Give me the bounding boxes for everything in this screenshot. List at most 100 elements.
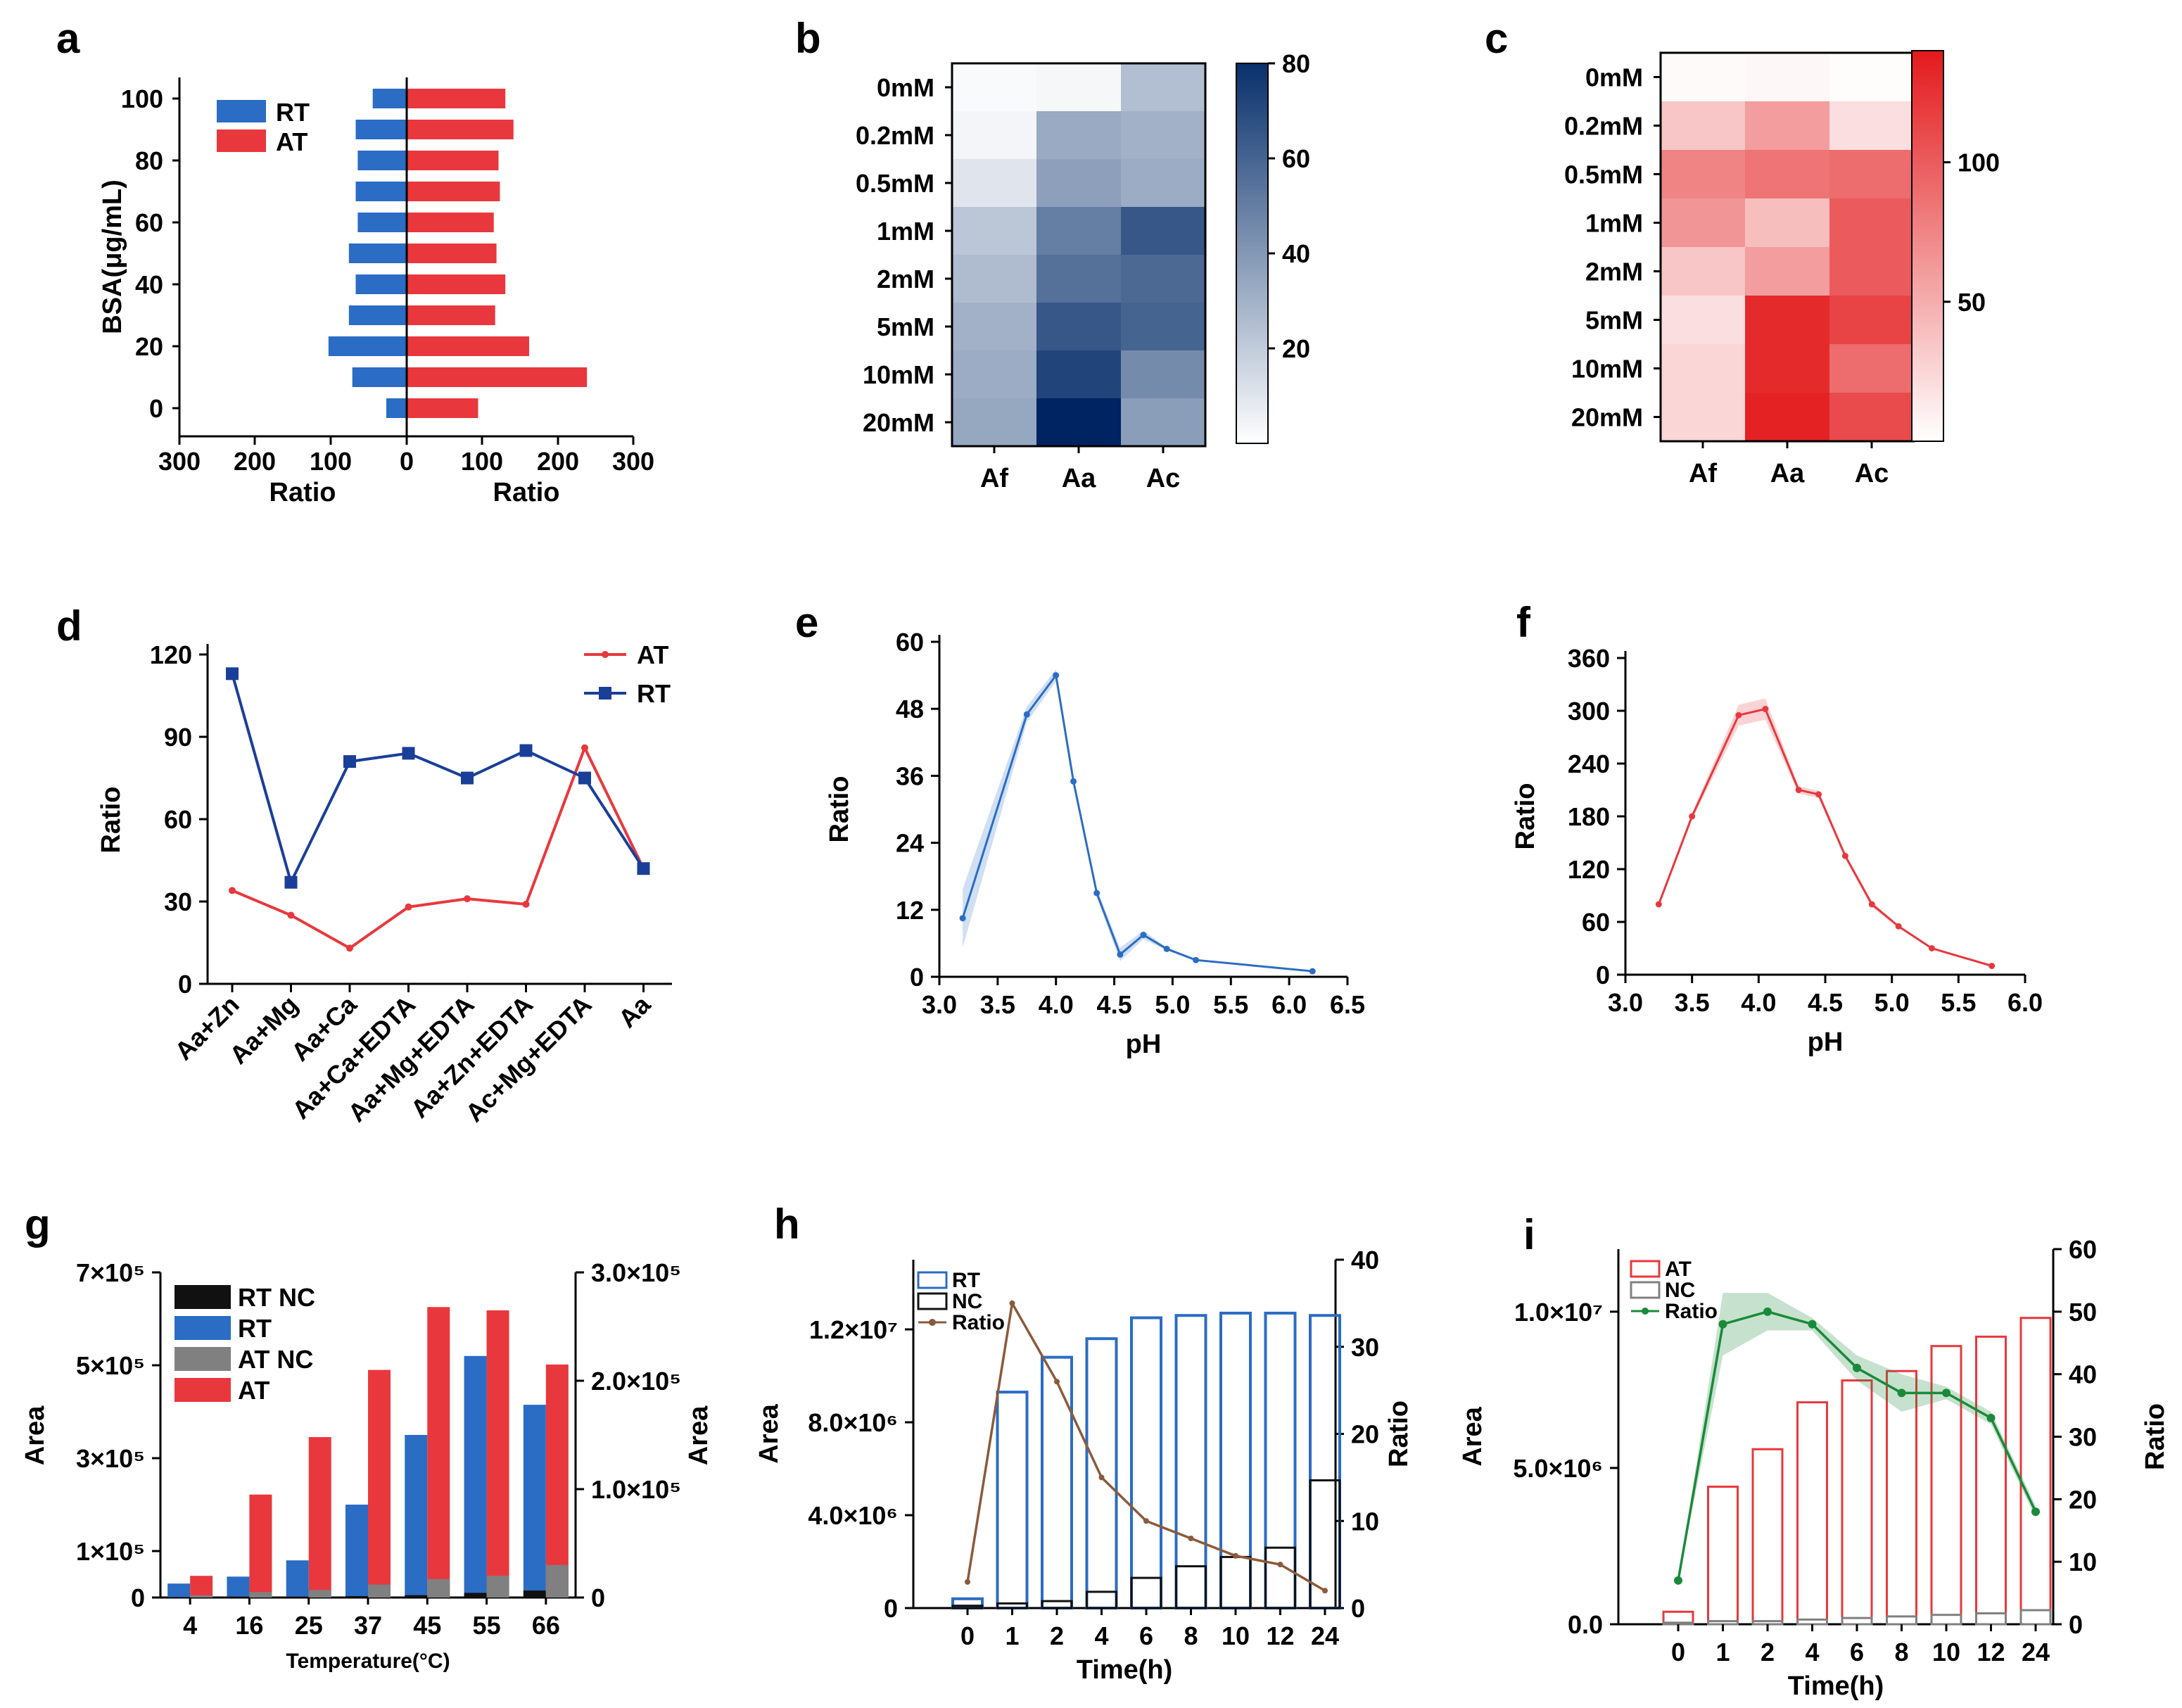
y-tick-label: 100 bbox=[121, 84, 163, 113]
y-axis-label: BSA(μg/mL) bbox=[98, 179, 127, 334]
legend-marker-ratio bbox=[1642, 1308, 1649, 1315]
panel-f: 0 60 120 180 240 300 360 3.0 3.5 4.0 4.5 5.0 5.5 6.0 p… bbox=[1511, 644, 2043, 1057]
bar-rt-nc bbox=[523, 1590, 546, 1598]
row-label: 0.2mM bbox=[856, 121, 934, 150]
bar-rt-nc bbox=[464, 1593, 487, 1598]
panel-letter-d: d bbox=[56, 602, 82, 650]
heat-cell-20mM-Ac bbox=[1121, 398, 1206, 447]
panel-letter-b: b bbox=[795, 15, 821, 62]
y-tick-label-left: 3×10⁵ bbox=[76, 1444, 145, 1473]
heat-cell-0mM-Aa bbox=[1745, 53, 1830, 102]
heat-cell-0.2mM-Aa bbox=[1036, 111, 1122, 160]
heat-cell-1mM-Aa bbox=[1036, 207, 1122, 255]
bar-rt-nc bbox=[405, 1595, 428, 1598]
bar-rt-nc bbox=[345, 1596, 368, 1598]
heat-cell-2mM-Ac bbox=[1121, 255, 1206, 303]
heat-cell-1mM-Ac bbox=[1829, 198, 1915, 248]
x-tick-label: 5.5 bbox=[1941, 988, 1976, 1017]
y-tick-label-right: 60 bbox=[2069, 1235, 2097, 1264]
error-band bbox=[963, 669, 1313, 972]
bar-at-nc bbox=[249, 1592, 272, 1598]
bar-rt bbox=[286, 1560, 309, 1598]
point-at bbox=[581, 744, 588, 752]
legend-swatch-nc bbox=[917, 1292, 948, 1310]
x-tick-label: 5.5 bbox=[1213, 990, 1248, 1019]
colorbar-tick-label: 40 bbox=[1282, 239, 1310, 268]
x-axis-label: Time(h) bbox=[1788, 1671, 1884, 1701]
row-label: 5mM bbox=[877, 312, 934, 341]
bar-rt-nc bbox=[227, 1596, 250, 1598]
y-tick-label-right: 20 bbox=[2069, 1485, 2097, 1514]
bar-rt-50 bbox=[348, 243, 407, 263]
bar-at bbox=[308, 1437, 331, 1598]
y-tick-label: 90 bbox=[164, 723, 192, 752]
heat-cell-5mM-Aa bbox=[1036, 303, 1122, 351]
bar-at-70 bbox=[407, 182, 500, 201]
row-label: 2mM bbox=[1585, 258, 1643, 286]
bar-nc bbox=[1041, 1600, 1073, 1609]
heat-cell-0.2mM-Af bbox=[1661, 101, 1746, 151]
y-axis-label-left: Area bbox=[754, 1403, 784, 1463]
bar-at bbox=[427, 1307, 450, 1598]
y-tick-label: 20 bbox=[135, 332, 163, 361]
panel-d: 0306090120Aa+ZnAa+MgAa+CaAa+Ca+EDTAAa+Mg… bbox=[96, 640, 672, 1127]
line-ratio bbox=[1657, 707, 1993, 967]
bar-at-30 bbox=[407, 305, 495, 325]
point-ratio bbox=[1322, 1588, 1328, 1594]
heat-cell-2mM-Aa bbox=[1036, 255, 1122, 303]
bar-nc bbox=[1086, 1590, 1117, 1609]
point-ratio bbox=[1009, 1300, 1015, 1306]
y-tick-label-right: 0 bbox=[1351, 1594, 1365, 1623]
bar-rt bbox=[405, 1435, 428, 1598]
legend-label-rt: RT bbox=[276, 98, 310, 127]
bar-nc bbox=[996, 1602, 1028, 1609]
heat-cell-0mM-Af bbox=[952, 63, 1037, 112]
point-at bbox=[229, 887, 236, 894]
bar-rt bbox=[167, 1583, 191, 1598]
legend-swatch bbox=[175, 1285, 231, 1309]
heat-cell-5mM-Aa bbox=[1745, 296, 1830, 345]
heat-cell-1mM-Af bbox=[952, 207, 1037, 255]
legend-swatch-at bbox=[217, 129, 266, 152]
x-tick-label: 6.0 bbox=[2007, 988, 2043, 1017]
legend-label: AT bbox=[1665, 1258, 1692, 1281]
line-ratio bbox=[1677, 1310, 2037, 1581]
y-tick-label-left: 1.0×10⁷ bbox=[1514, 1298, 1603, 1327]
bar-at-0 bbox=[407, 398, 478, 418]
bar-rt-30 bbox=[348, 305, 407, 325]
y-tick-label-right: 40 bbox=[2069, 1360, 2097, 1389]
bar-rt-70 bbox=[355, 182, 407, 201]
heat-cell-10mM-Af bbox=[1661, 344, 1746, 393]
bar-nc bbox=[1264, 1546, 1296, 1609]
x-tick-label: 3.0 bbox=[1608, 988, 1643, 1017]
heat-cell-20mM-Ac bbox=[1829, 393, 1915, 442]
y-tick-label: 80 bbox=[135, 146, 163, 175]
x-tick-label: 4 bbox=[1094, 1621, 1108, 1650]
row-label: 0mM bbox=[1585, 63, 1643, 92]
bar-nc bbox=[1662, 1621, 1694, 1626]
row-label: 0.5mM bbox=[1564, 160, 1643, 189]
bar-at-50 bbox=[407, 243, 497, 263]
y-tick-label: 60 bbox=[135, 208, 163, 237]
point bbox=[1053, 672, 1060, 679]
bar-at-90 bbox=[407, 120, 514, 139]
y-tick-label-left: 5×10⁵ bbox=[76, 1351, 145, 1380]
bar-at bbox=[1796, 1401, 1828, 1626]
y-axis-label: Ratio bbox=[96, 787, 126, 854]
row-label: 10mM bbox=[1571, 355, 1643, 384]
x-tick-label: 55 bbox=[473, 1611, 501, 1640]
bar-at-nc bbox=[190, 1595, 213, 1598]
x-tick-label: 0 bbox=[400, 447, 414, 476]
x-tick-label: 1 bbox=[1005, 1621, 1019, 1650]
heat-cell-0.5mM-Af bbox=[1661, 150, 1746, 199]
row-label: 0mM bbox=[877, 73, 934, 102]
legend-label-at: AT bbox=[276, 127, 307, 156]
bar-rt-nc bbox=[286, 1596, 309, 1598]
bar-at-40 bbox=[407, 274, 506, 294]
x-tick-label: 24 bbox=[2022, 1638, 2050, 1666]
heat-cell-0.5mM-Aa bbox=[1745, 150, 1830, 199]
heat-cell-5mM-Af bbox=[1661, 296, 1746, 345]
point bbox=[959, 915, 966, 922]
y-tick-label: 48 bbox=[896, 695, 924, 723]
heat-cell-0.5mM-Ac bbox=[1121, 159, 1206, 208]
